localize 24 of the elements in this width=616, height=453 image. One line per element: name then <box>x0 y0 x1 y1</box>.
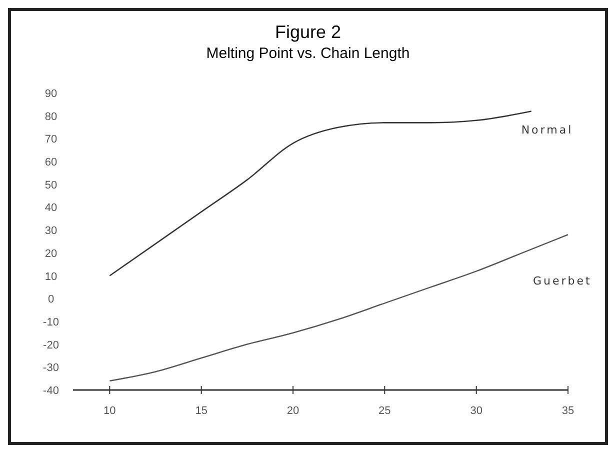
x-tick-label: 20 <box>286 405 300 417</box>
x-tick-label: 10 <box>104 405 116 417</box>
y-tick-label: 90 <box>44 88 58 100</box>
x-tick-label: 25 <box>378 405 391 417</box>
series-label: Normal <box>521 123 574 136</box>
y-tick-label: 70 <box>44 134 58 146</box>
y-tick-label: 60 <box>44 156 58 169</box>
x-tick-label: 35 <box>562 405 574 417</box>
y-tick-label: 50 <box>44 179 58 192</box>
x-tick-label: 15 <box>195 405 208 417</box>
y-tick-label: -30 <box>43 362 59 374</box>
x-tick-label: 30 <box>470 405 482 417</box>
y-tick-label: -20 <box>43 339 59 352</box>
y-tick-label: -10 <box>43 316 59 328</box>
text: Guerbet <box>533 274 592 288</box>
y-tick-label: 20 <box>44 248 58 260</box>
y-tick-label: 10 <box>44 270 58 283</box>
chart-title: Figure 2 <box>274 22 342 42</box>
y-tick-label: 80 <box>44 110 58 123</box>
y-tick-label: -40 <box>43 385 59 397</box>
y-tick-label: 0 <box>48 294 54 306</box>
y-tick-label: 30 <box>44 225 58 238</box>
y-tick-label: 40 <box>44 202 58 214</box>
chart-subtitle: Melting Point vs. Chain Length <box>206 45 410 62</box>
